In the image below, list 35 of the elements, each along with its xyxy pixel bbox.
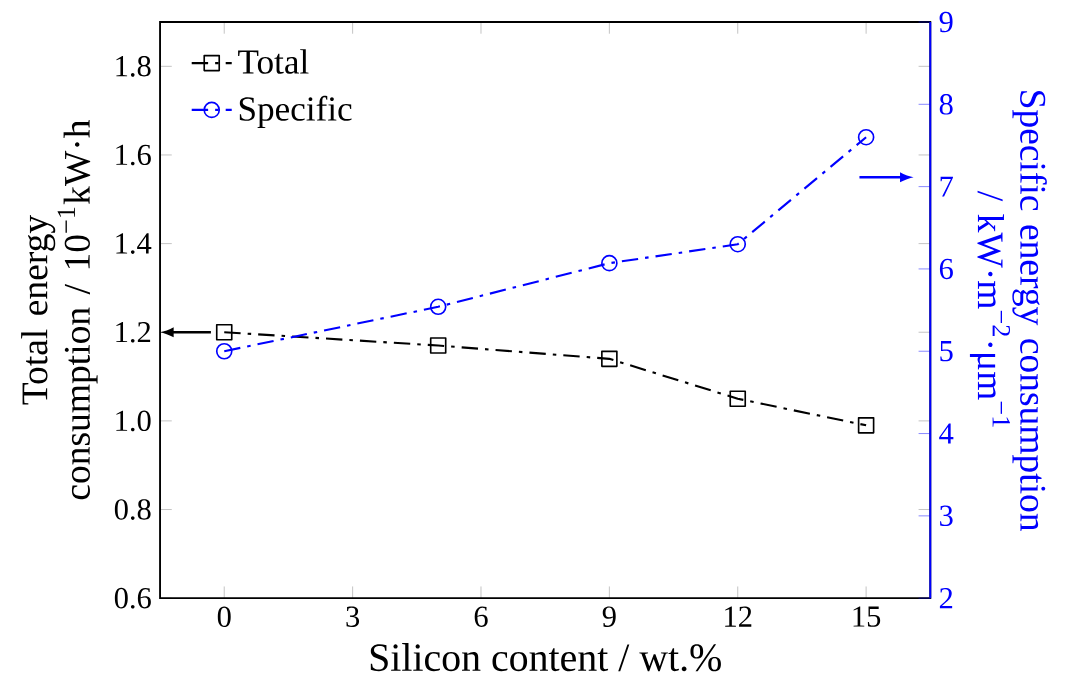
legend-label: Total: [238, 49, 309, 74]
x-tick-label: 12: [725, 606, 752, 627]
point: [729, 235, 747, 253]
x-tick-label: 15: [853, 606, 881, 627]
y-tick-label: 1.4: [116, 233, 152, 254]
point: [215, 323, 233, 341]
y2-tick-label: 4: [939, 423, 954, 444]
y2-tick-label: 7: [940, 176, 953, 197]
y-tick-label: 1.2: [116, 321, 151, 343]
y-axis-title: Total energy consumption / 10$^{−1}$kW·h: [21, 119, 98, 500]
y-tick-label: 1.8: [116, 55, 151, 77]
legend-label: Specific: [239, 95, 352, 128]
y2-tick-label: 5: [940, 341, 953, 362]
point: [601, 254, 618, 272]
y-tick-label: 0.6: [114, 587, 151, 609]
point: [601, 350, 618, 368]
x-tick-label: 0: [217, 606, 231, 627]
point: [857, 128, 875, 146]
point: [729, 390, 747, 407]
y2-tick-label: 8: [939, 93, 953, 115]
x-tick-label: 9: [602, 606, 616, 627]
x-tick-label: 6: [474, 606, 488, 627]
y2-tick-label: 3: [940, 505, 953, 526]
point: [429, 298, 447, 316]
point: [215, 342, 233, 360]
y-tick-label: 0.8: [114, 499, 151, 520]
y-tick-label: 1.0: [116, 410, 151, 432]
y-tick-label: 1.6: [116, 144, 151, 166]
x-axis-title: Silicon content / wt.%: [370, 643, 721, 672]
y2-tick-label: 2: [939, 587, 953, 609]
y2-tick-label: 9: [939, 11, 953, 33]
y2-tick-label: 6: [939, 258, 953, 280]
point: [429, 337, 447, 354]
x-tick-label: 3: [346, 606, 360, 627]
point: [857, 416, 875, 434]
